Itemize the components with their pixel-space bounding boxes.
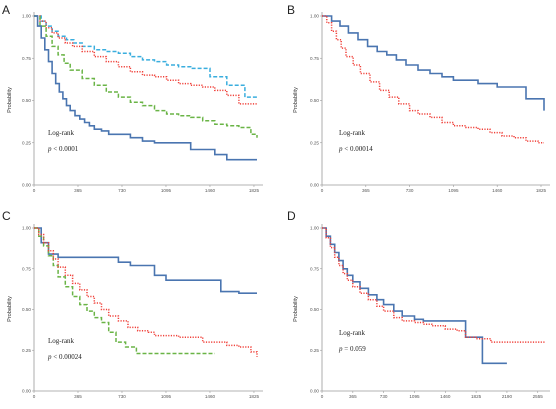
x-tick-label: 1460 [205,394,216,399]
x-tick-label: 1460 [492,188,503,193]
x-tick-label: 1825 [471,394,482,399]
x-tick-label: 1460 [440,394,451,399]
panel-letter: A [2,3,10,17]
y-axis-label: Probability [293,87,299,113]
x-tick-label: 1095 [409,394,420,399]
y-tick-label: 0.25 [310,140,319,145]
x-tick-label: 365 [349,394,357,399]
p-value: = 0.059 [343,345,367,353]
p-value: < 0.00014 [343,145,374,153]
y-tick-label: 1.00 [310,14,319,19]
x-tick-label: 365 [74,188,82,193]
x-tick-label: 0 [321,394,324,399]
y-tick-label: 0.00 [310,183,319,188]
y-tick-label: 0.25 [22,348,31,353]
y-tick-label: 1.00 [22,226,31,231]
series-line-green [34,227,215,355]
series-line-blue [322,15,545,111]
p-symbol: p [338,345,343,353]
x-tick-label: 1825 [536,188,547,193]
km-panel-b: B 0.00 0.25 0.50 0.75 1.00 0 365 730 1095 1460 1825… [287,3,550,193]
p-value-label: p < 0.0001 [47,145,79,153]
x-tick-label: 365 [74,394,82,399]
x-tick-label: 730 [406,188,414,193]
x-tick-label: 1825 [249,394,260,399]
x-tick-label: 2190 [502,394,513,399]
x-tick-label: 0 [321,188,324,193]
x-tick-label: 0 [33,394,36,399]
y-tick-label: 1.00 [310,226,319,231]
y-tick-label: 1.00 [22,14,31,19]
y-tick-label: 0.25 [310,348,319,353]
x-tick-label: 1095 [161,394,172,399]
y-tick-label: 0.00 [310,389,319,394]
y-axis-label: Probability [7,296,13,322]
x-tick-label: 1095 [448,188,459,193]
y-tick-label: 0.50 [310,307,319,312]
km-panel-a: A 0.00 0.25 0.50 0.75 1.00 0 365 730 1095 1460 1825… [2,3,263,193]
y-tick-label: 0.50 [22,98,31,103]
y-axis-label: Probability [7,87,13,113]
p-value-label: p < 0.00014 [338,145,373,153]
x-tick-label: 730 [380,394,388,399]
series-line-red [322,227,546,343]
log-rank-label: Log-rank [339,129,366,137]
p-symbol: p [338,145,343,153]
series-line-red [34,15,257,105]
x-tick-label: 0 [33,188,36,193]
p-symbol: p [47,145,52,153]
y-tick-label: 0.75 [310,56,319,61]
y-tick-label: 0.50 [22,307,31,312]
y-axis-label: Probability [293,296,299,322]
series-line-blue [34,227,257,294]
series-line-green [34,15,258,138]
p-value-label: p < 0.00024 [47,353,82,361]
panel-letter: D [287,209,296,223]
p-symbol: p [47,353,52,361]
p-value: < 0.0001 [52,145,79,153]
y-tick-label: 0.00 [22,183,31,188]
y-tick-label: 0.50 [310,98,319,103]
panel-letter: B [287,3,295,17]
x-tick-label: 730 [118,188,126,193]
log-rank-label: Log-rank [48,337,75,345]
series-line-blue [322,227,507,365]
x-tick-label: 730 [118,394,126,399]
x-tick-label: 1825 [249,188,260,193]
y-tick-label: 0.75 [310,266,319,271]
p-value: < 0.00024 [52,353,83,361]
series-line-red [322,15,544,144]
x-tick-label: 1460 [205,188,216,193]
panel-letter: C [2,209,11,223]
x-tick-label: 365 [362,188,370,193]
y-tick-label: 0.00 [22,389,31,394]
series-line-cyan [34,15,257,98]
series-line-blue [34,15,257,161]
series-line-red [34,227,258,357]
y-tick-label: 0.25 [22,140,31,145]
log-rank-label: Log-rank [48,129,75,137]
km-panel-c: C 0.00 0.25 0.50 0.75 1.00 0 365 730 1095 1460 1825… [2,209,263,399]
km-panel-d: D 0.00 0.25 0.50 0.75 1.00 0 365 730 1095 1460 1825… [287,209,550,399]
log-rank-label: Log-rank [339,329,366,337]
y-tick-label: 0.75 [22,56,31,61]
y-tick-label: 0.75 [22,266,31,271]
x-tick-label: 2555 [533,394,544,399]
x-tick-label: 1095 [161,188,172,193]
p-value-label: p = 0.059 [338,345,366,353]
